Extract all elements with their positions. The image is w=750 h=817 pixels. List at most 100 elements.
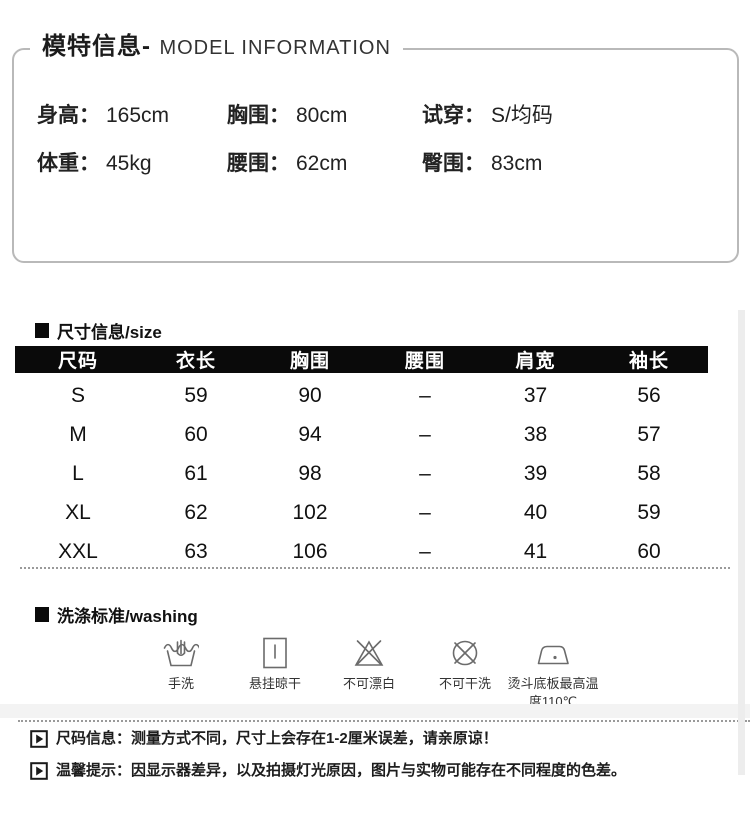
wash-item-no-dry-clean: 不可干洗 <box>405 635 525 693</box>
cell: L <box>72 461 84 485</box>
cell: XL <box>65 500 91 524</box>
cell: 39 <box>523 461 548 485</box>
wash-item-label: 不可干洗 <box>438 676 491 691</box>
scrollbar-track <box>738 310 745 775</box>
cell: 90 <box>298 383 322 407</box>
square-bullet-icon <box>35 323 49 338</box>
field-value: 62cm <box>296 152 348 175</box>
gray-divider-bar <box>0 704 750 718</box>
washing-icons-row: 手洗 悬挂晾干 不可漂白 不可干洗 <box>0 635 750 709</box>
cell: 41 <box>523 539 548 563</box>
wash-item-label: 手洗 <box>167 676 194 691</box>
note-body: 测量方式不同，尺寸上会存在1-2厘米误差，请亲原谅！ <box>131 730 498 747</box>
cell: 62 <box>184 500 208 524</box>
model-field-height: 身高： 165cm <box>37 99 227 129</box>
iron-max-temp-icon <box>537 645 569 665</box>
field-label: 体重： <box>37 152 100 175</box>
col-header-bust: 胸围 <box>289 351 330 372</box>
note-color-tip: 温馨提示：因显示器差异，以及拍摄灯光原因，图片与实物可能存在不同程度的色差。 <box>30 761 626 781</box>
washing-section-heading: 洗涤标准/washing <box>35 602 198 627</box>
note-body: 因显示器差异，以及拍摄灯光原因，图片与实物可能存在不同程度的色差。 <box>131 762 627 779</box>
wash-item-hand-wash: 手洗 <box>121 635 241 693</box>
model-field-waist: 腰围： 62cm <box>227 147 422 177</box>
table-row: S 59 90 – 37 56 <box>15 376 708 415</box>
model-info-rows: 身高： 165cm 胸围： 80cm 试穿： S/均码 体重： 45kg <box>14 90 737 186</box>
col-header-sleeve: 袖长 <box>628 351 669 372</box>
model-info-box: 模特信息- MODEL INFORMATION 身高： 165cm 胸围： 80… <box>12 30 739 263</box>
size-table-header: 尺码 衣长 胸围 腰围 肩宽 袖长 <box>15 346 708 373</box>
model-info-row: 体重： 45kg 腰围： 62cm 臀围： 83cm <box>14 138 737 186</box>
wash-item-iron-max-temp: 烫斗底板最高温度110℃ <box>493 635 613 710</box>
cell: 61 <box>184 461 208 485</box>
model-field-weight: 体重： 45kg <box>37 147 227 177</box>
cell: 94 <box>298 422 322 446</box>
field-label: 腰围： <box>227 152 290 175</box>
no-dry-clean-icon <box>452 640 478 666</box>
model-info-row: 身高： 165cm 胸围： 80cm 试穿： S/均码 <box>14 90 737 138</box>
field-value: 45kg <box>106 152 152 175</box>
play-marker-icon <box>30 762 48 780</box>
wash-item-label: 悬挂晾干 <box>248 676 301 691</box>
field-value: 80cm <box>296 104 348 127</box>
field-value: 165cm <box>106 104 170 127</box>
table-row: XL 62 102 – 40 59 <box>15 493 708 532</box>
cell: – <box>419 383 431 407</box>
cell: M <box>69 422 87 446</box>
field-value: 83cm <box>491 152 543 175</box>
model-info-title: 模特信息- MODEL INFORMATION <box>30 30 403 67</box>
no-bleach-icon <box>354 640 384 666</box>
field-label: 臀围： <box>422 152 485 175</box>
table-row: M 60 94 – 38 57 <box>15 415 708 454</box>
dotted-divider <box>18 720 750 722</box>
cell: – <box>419 422 431 446</box>
cell: 106 <box>292 539 328 563</box>
size-section-heading: 尺寸信息/size <box>35 318 162 343</box>
play-marker-icon <box>30 730 48 748</box>
cell: 63 <box>184 539 208 563</box>
note-size-info: 尺码信息：测量方式不同，尺寸上会存在1-2厘米误差，请亲原谅！ <box>30 729 498 749</box>
cell: 60 <box>637 539 661 563</box>
note-text: 尺码信息：测量方式不同，尺寸上会存在1-2厘米误差，请亲原谅！ <box>56 729 498 749</box>
washing-section-heading-text: 洗涤标准/washing <box>57 607 198 626</box>
wash-item-no-bleach: 不可漂白 <box>309 635 429 693</box>
cell: – <box>419 500 431 524</box>
size-section-heading-text: 尺寸信息/size <box>57 323 162 342</box>
cell: 98 <box>298 461 322 485</box>
hang-dry-icon <box>263 637 287 669</box>
cell: 59 <box>184 383 208 407</box>
cell: 102 <box>292 500 328 524</box>
cell: 59 <box>637 500 661 524</box>
model-info-title-en: MODEL INFORMATION <box>159 37 391 59</box>
dotted-divider <box>20 567 730 569</box>
field-label: 身高： <box>37 104 100 127</box>
model-field-tryon: 试穿： S/均码 <box>422 99 553 129</box>
cell: 38 <box>523 422 548 446</box>
model-field-hip: 臀围： 83cm <box>422 147 542 177</box>
table-row: L 61 98 – 39 58 <box>15 454 708 493</box>
cell: 60 <box>184 422 208 446</box>
cell: – <box>419 539 431 563</box>
hand-wash-icon <box>163 639 199 667</box>
cell: – <box>419 461 431 485</box>
col-header-waist: 腰围 <box>404 351 445 372</box>
size-table-body: S 59 90 – 37 56 M 60 94 – 38 57 L 61 98 … <box>15 376 708 571</box>
cell: XXL <box>58 539 98 563</box>
note-text: 温馨提示：因显示器差异，以及拍摄灯光原因，图片与实物可能存在不同程度的色差。 <box>56 761 626 781</box>
field-label: 试穿： <box>422 104 485 127</box>
model-info-title-cn: 模特信息- <box>42 33 151 60</box>
col-header-length: 衣长 <box>175 351 216 372</box>
note-prefix: 尺码信息： <box>56 730 132 747</box>
wash-item-label: 不可漂白 <box>342 676 395 691</box>
cell: 56 <box>637 383 661 407</box>
cell: 58 <box>637 461 661 485</box>
square-bullet-icon <box>35 607 49 622</box>
field-label: 胸围： <box>227 104 290 127</box>
note-prefix: 温馨提示： <box>56 762 132 779</box>
model-field-bust: 胸围： 80cm <box>227 99 422 129</box>
col-header-size: 尺码 <box>57 351 98 372</box>
table-row: XXL 63 106 – 41 60 <box>15 532 708 571</box>
cell: 37 <box>523 383 548 407</box>
cell: S <box>70 383 85 407</box>
cell: 57 <box>637 422 661 446</box>
